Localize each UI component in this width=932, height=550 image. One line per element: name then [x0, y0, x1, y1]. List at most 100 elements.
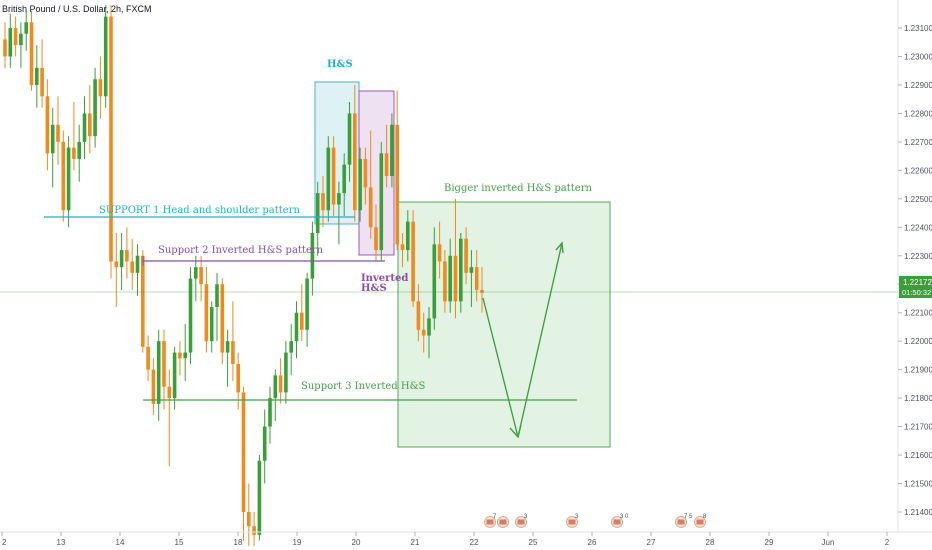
candle-bear[interactable]: [241, 392, 246, 512]
candle-bull[interactable]: [469, 267, 474, 273]
candle-bull[interactable]: [326, 147, 331, 211]
candle-bull[interactable]: [66, 147, 71, 211]
candle-bear[interactable]: [13, 28, 18, 46]
candle-bull[interactable]: [172, 352, 177, 399]
candle-bear[interactable]: [151, 369, 156, 404]
candle-bear[interactable]: [331, 147, 336, 205]
candle-bull[interactable]: [225, 341, 230, 353]
candle-bull[interactable]: [135, 255, 140, 273]
candle-bear[interactable]: [480, 289, 484, 293]
candle-bear[interactable]: [247, 512, 251, 527]
candle-bull[interactable]: [337, 193, 341, 205]
candle-bear[interactable]: [321, 193, 325, 211]
candle-bear[interactable]: [363, 158, 368, 188]
candle-bull[interactable]: [432, 244, 437, 319]
candle-bear[interactable]: [474, 267, 479, 290]
event-flag-icon[interactable]: 3: [566, 514, 580, 528]
candle-bear[interactable]: [114, 261, 119, 268]
candle-bear[interactable]: [88, 113, 92, 137]
event-flag-icon[interactable]: 7 5: [675, 514, 694, 528]
event-flag-icon[interactable]: 3: [515, 514, 529, 528]
candle-bear[interactable]: [437, 244, 442, 262]
symbol-title[interactable]: British Pound / U.S. Dollar, 2h, FXCM: [2, 4, 152, 14]
candle-bear[interactable]: [421, 329, 426, 336]
candle-bull[interactable]: [82, 113, 87, 142]
event-markers[interactable]: 7 3 3 3 0 7 5 8: [484, 514, 708, 528]
candle-bear[interactable]: [236, 363, 240, 393]
candle-bear[interactable]: [384, 153, 389, 177]
candle-bear[interactable]: [411, 221, 415, 302]
candle-bull[interactable]: [347, 113, 352, 165]
candle-bull[interactable]: [315, 193, 320, 233]
candle-bear[interactable]: [368, 187, 373, 228]
time-axis[interactable]: 2 13 14 15 18 19 20 21 22 25 26 27 28 29 Jun 2: [1, 532, 890, 547]
candle-bear[interactable]: [443, 261, 447, 302]
candle-bear[interactable]: [98, 79, 103, 97]
candle-bull[interactable]: [35, 67, 39, 85]
candle-bull[interactable]: [273, 375, 278, 399]
candle-bear[interactable]: [167, 386, 172, 399]
candle-bear[interactable]: [56, 124, 60, 142]
candle-bear[interactable]: [416, 301, 421, 330]
candle-bear[interactable]: [353, 113, 357, 211]
candle-bear[interactable]: [252, 526, 256, 535]
candle-bear[interactable]: [3, 39, 7, 57]
candle-bear[interactable]: [72, 147, 76, 159]
candle-bull[interactable]: [8, 28, 13, 57]
candle-bull[interactable]: [294, 312, 299, 342]
price-axis[interactable]: 1.23100 1.23000 1.22900 1.22800 1.22700 1.226…: [898, 24, 932, 517]
candle-bear[interactable]: [130, 261, 134, 273]
candle-bull[interactable]: [215, 284, 219, 308]
candle-bull[interactable]: [257, 460, 262, 535]
candle-bear[interactable]: [278, 375, 283, 393]
candle-bull[interactable]: [427, 318, 431, 336]
candle-bull[interactable]: [289, 341, 293, 353]
event-flag-icon[interactable]: 3 0: [611, 514, 630, 528]
candle-bull[interactable]: [305, 278, 309, 330]
candle-bull[interactable]: [19, 33, 23, 46]
candle-bull[interactable]: [310, 232, 315, 279]
candle-bull[interactable]: [448, 255, 452, 302]
bigger-inverted-hs-box[interactable]: [397, 201, 611, 448]
candle-bull[interactable]: [183, 352, 187, 359]
candle-bear[interactable]: [162, 341, 166, 387]
candle-bull[interactable]: [406, 221, 410, 251]
candle-bear[interactable]: [29, 22, 34, 85]
candle-bear[interactable]: [45, 96, 50, 154]
candle-bear[interactable]: [109, 16, 113, 262]
candle-bear[interactable]: [395, 124, 399, 245]
candle-bear[interactable]: [146, 346, 150, 370]
candle-bear[interactable]: [141, 255, 145, 347]
event-flag-icon[interactable]: 8: [694, 514, 708, 528]
event-flag-icon[interactable]: 7: [484, 514, 498, 528]
candle-bull[interactable]: [93, 79, 97, 137]
candle-bear[interactable]: [300, 312, 304, 330]
event-flag-icon[interactable]: [497, 516, 509, 528]
candle-bull[interactable]: [262, 426, 267, 461]
candle-bull[interactable]: [103, 16, 108, 97]
candle-bull[interactable]: [342, 164, 346, 194]
candle-bear[interactable]: [464, 238, 468, 273]
candle-bear[interactable]: [453, 255, 458, 302]
candle-bull[interactable]: [77, 141, 81, 159]
candle-bear[interactable]: [204, 284, 209, 342]
candle-bull[interactable]: [188, 278, 193, 353]
candle-bull[interactable]: [379, 153, 384, 251]
candle-bear[interactable]: [231, 341, 235, 364]
candle-bull[interactable]: [50, 124, 55, 154]
candle-bull[interactable]: [358, 158, 362, 211]
candle-bear[interactable]: [178, 352, 182, 359]
candle-bull[interactable]: [24, 22, 28, 34]
candle-bull[interactable]: [390, 124, 394, 177]
candle-bull[interactable]: [119, 250, 124, 268]
candle-bear[interactable]: [220, 284, 225, 353]
candle-bear[interactable]: [61, 141, 66, 211]
candle-bear[interactable]: [374, 227, 378, 251]
candle-bull[interactable]: [268, 398, 272, 427]
candle-bear[interactable]: [40, 67, 44, 97]
candle-bull[interactable]: [209, 307, 214, 342]
candle-bear[interactable]: [125, 250, 129, 262]
candle-bull[interactable]: [194, 267, 198, 279]
